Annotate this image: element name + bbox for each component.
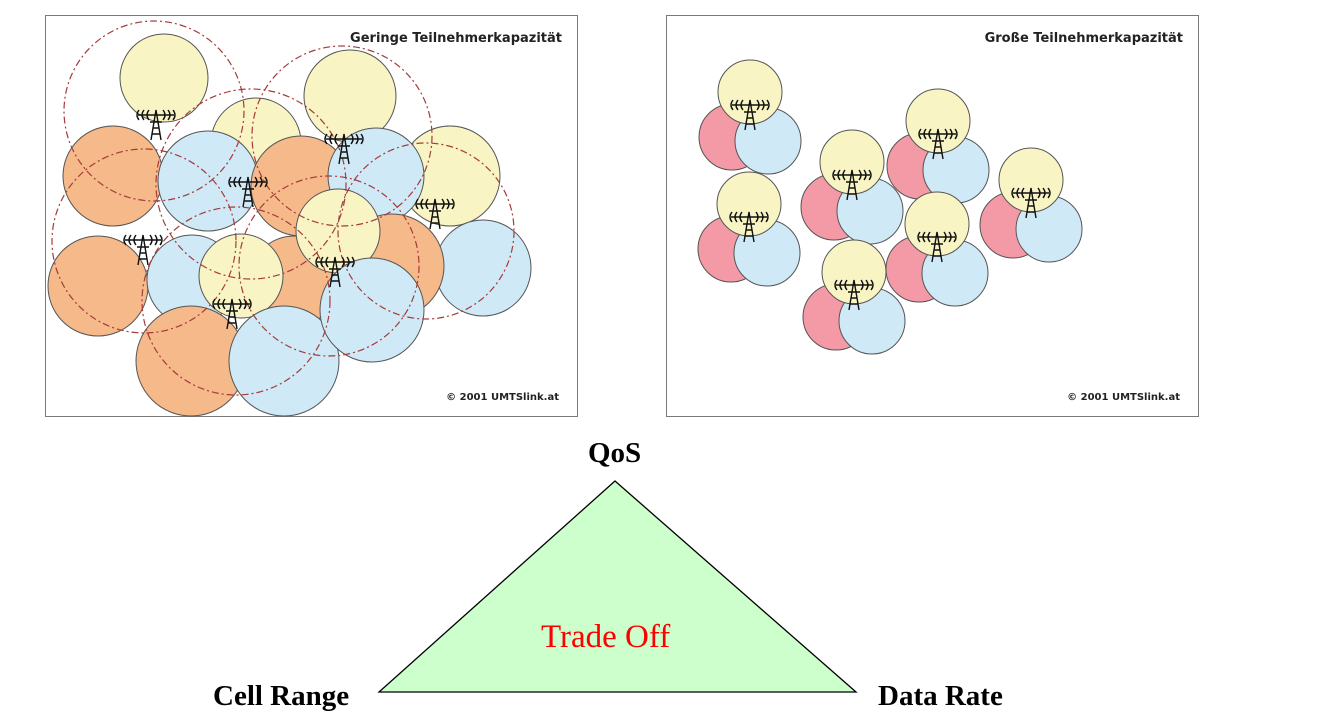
qos-label: QoS	[588, 437, 642, 469]
trade-off-triangle	[377, 480, 858, 693]
cell-range-label: Cell Range	[213, 680, 350, 712]
cell-circle	[716, 171, 782, 237]
cell-circle	[717, 59, 783, 125]
cell-circle	[819, 129, 885, 195]
antenna-tower-icon	[415, 198, 455, 230]
cell-boundary	[141, 206, 331, 396]
high-capacity-diagram: Große Teilnehmerkapazität © 2001 UMTSlin…	[666, 15, 1199, 417]
cell-circle	[228, 305, 340, 417]
cell-circle	[904, 191, 970, 257]
cell-boundary	[251, 45, 433, 227]
cell-circle	[62, 125, 164, 227]
cell-circle	[434, 219, 532, 317]
cell-circle	[821, 239, 887, 305]
antenna-tower-icon	[123, 234, 163, 266]
cell-boundary	[155, 88, 347, 280]
cell-circle	[157, 130, 259, 232]
antenna-tower-icon	[212, 298, 252, 330]
antenna-tower-icon	[834, 279, 874, 311]
cell-boundary	[51, 148, 237, 334]
data-rate-label: Data Rate	[878, 680, 1003, 712]
antenna-tower-icon	[315, 256, 355, 288]
cell-boundary	[337, 142, 515, 320]
antenna-tower-icon	[1011, 187, 1051, 219]
left-panel-credit: © 2001 UMTSlink.at	[446, 392, 559, 403]
triangle-shape	[377, 480, 858, 693]
cell-circle	[998, 147, 1064, 213]
cell-circle	[319, 257, 425, 363]
antenna-tower-icon	[918, 128, 958, 160]
antenna-tower-icon	[729, 211, 769, 243]
cell-circle	[119, 33, 209, 123]
cell-boundary	[63, 20, 245, 202]
antenna-tower-icon	[730, 99, 770, 131]
antenna-tower-icon	[136, 109, 176, 141]
cell-circle	[905, 88, 971, 154]
small-cells-illustration	[697, 59, 1083, 355]
cell-circle	[198, 233, 284, 319]
antenna-tower-icon	[917, 231, 957, 263]
cell-circle	[47, 235, 149, 337]
right-panel-credit: © 2001 UMTSlink.at	[1067, 392, 1180, 403]
trade-off-label: Trade Off	[541, 619, 671, 655]
antenna-tower-icon	[324, 133, 364, 165]
low-capacity-diagram: Geringe Teilnehmerkapazität © 2001 UMTSl…	[45, 15, 578, 417]
large-cells-illustration	[47, 20, 532, 417]
antenna-tower-icon	[832, 169, 872, 201]
cell-boundary	[238, 175, 420, 357]
antenna-tower-icon	[228, 176, 268, 208]
right-panel-title: Große Teilnehmerkapazität	[984, 31, 1183, 46]
left-panel-title: Geringe Teilnehmerkapazität	[350, 31, 562, 46]
